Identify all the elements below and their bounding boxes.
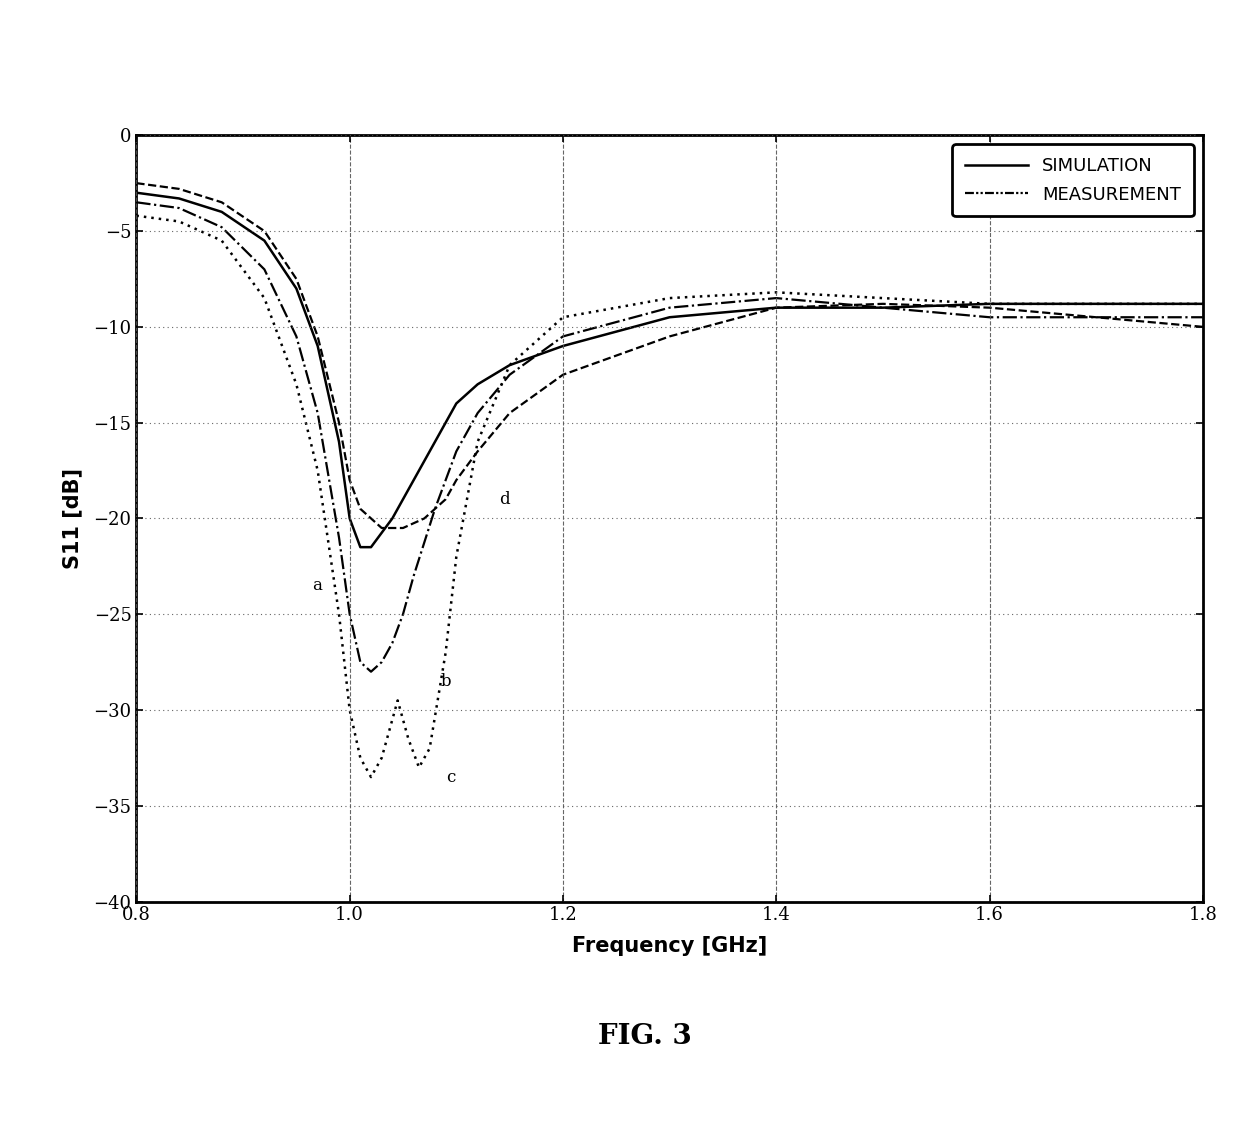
Text: d: d: [498, 490, 510, 508]
Text: b: b: [440, 673, 451, 690]
Text: c: c: [445, 769, 455, 786]
Legend: SIMULATION, MEASUREMENT: SIMULATION, MEASUREMENT: [952, 144, 1194, 216]
Text: a: a: [312, 577, 322, 594]
Y-axis label: S11 [dB]: S11 [dB]: [62, 468, 82, 569]
X-axis label: Frequency [GHz]: Frequency [GHz]: [572, 935, 768, 956]
Text: FIG. 3: FIG. 3: [598, 1023, 692, 1050]
